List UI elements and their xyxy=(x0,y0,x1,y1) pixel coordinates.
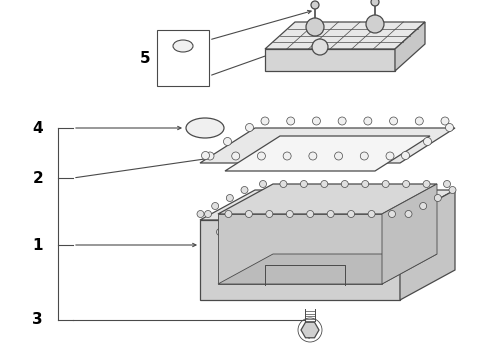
Circle shape xyxy=(312,39,328,55)
Circle shape xyxy=(350,229,357,235)
Polygon shape xyxy=(200,128,455,163)
Circle shape xyxy=(389,211,395,217)
Polygon shape xyxy=(218,184,437,214)
Circle shape xyxy=(223,138,231,145)
Circle shape xyxy=(309,152,317,160)
Circle shape xyxy=(386,152,394,160)
Circle shape xyxy=(241,186,248,194)
Circle shape xyxy=(283,152,291,160)
Circle shape xyxy=(368,211,375,217)
Circle shape xyxy=(423,180,430,188)
Polygon shape xyxy=(200,220,400,300)
Circle shape xyxy=(201,152,210,159)
Circle shape xyxy=(300,180,307,188)
Circle shape xyxy=(321,180,328,188)
Circle shape xyxy=(445,123,454,131)
Circle shape xyxy=(311,1,319,9)
Circle shape xyxy=(270,229,277,235)
Circle shape xyxy=(327,211,334,217)
Circle shape xyxy=(260,180,267,188)
Circle shape xyxy=(416,117,423,125)
Circle shape xyxy=(266,211,273,217)
Circle shape xyxy=(261,117,269,125)
Circle shape xyxy=(360,152,368,160)
Circle shape xyxy=(296,229,303,235)
Circle shape xyxy=(347,211,355,217)
Polygon shape xyxy=(225,136,430,171)
Circle shape xyxy=(286,211,294,217)
Circle shape xyxy=(197,211,204,217)
Text: 4: 4 xyxy=(32,121,43,135)
Circle shape xyxy=(376,229,384,235)
Circle shape xyxy=(217,229,223,235)
Text: 5: 5 xyxy=(139,50,150,66)
Circle shape xyxy=(212,202,219,210)
Circle shape xyxy=(341,180,348,188)
Polygon shape xyxy=(395,22,425,71)
Circle shape xyxy=(226,194,233,202)
Circle shape xyxy=(362,180,368,188)
Circle shape xyxy=(390,117,397,125)
Circle shape xyxy=(306,18,324,36)
Circle shape xyxy=(419,202,427,210)
Polygon shape xyxy=(200,190,455,220)
Ellipse shape xyxy=(173,40,193,52)
Circle shape xyxy=(382,180,389,188)
Circle shape xyxy=(405,211,412,217)
Circle shape xyxy=(403,180,410,188)
Circle shape xyxy=(423,138,432,145)
Circle shape xyxy=(245,211,252,217)
Polygon shape xyxy=(218,254,437,284)
Circle shape xyxy=(243,229,250,235)
Circle shape xyxy=(257,152,266,160)
Circle shape xyxy=(204,211,212,217)
Circle shape xyxy=(245,123,253,131)
Polygon shape xyxy=(400,190,455,300)
Circle shape xyxy=(225,211,232,217)
Polygon shape xyxy=(265,22,425,49)
Circle shape xyxy=(434,194,441,202)
Circle shape xyxy=(313,117,320,125)
Circle shape xyxy=(232,152,240,160)
Circle shape xyxy=(335,152,343,160)
Polygon shape xyxy=(218,214,382,284)
Circle shape xyxy=(206,152,214,160)
Polygon shape xyxy=(301,322,319,338)
Circle shape xyxy=(366,15,384,33)
Ellipse shape xyxy=(186,118,224,138)
Circle shape xyxy=(338,117,346,125)
Circle shape xyxy=(287,117,294,125)
Polygon shape xyxy=(382,184,437,284)
Circle shape xyxy=(280,180,287,188)
Polygon shape xyxy=(265,49,395,71)
Circle shape xyxy=(443,180,450,188)
Text: 1: 1 xyxy=(32,238,43,252)
Circle shape xyxy=(364,117,372,125)
Circle shape xyxy=(307,211,314,217)
Circle shape xyxy=(323,229,330,235)
Text: 2: 2 xyxy=(32,171,43,185)
Circle shape xyxy=(371,0,379,6)
Circle shape xyxy=(401,152,410,159)
Text: 3: 3 xyxy=(32,312,43,328)
Circle shape xyxy=(441,117,449,125)
Circle shape xyxy=(449,186,456,194)
